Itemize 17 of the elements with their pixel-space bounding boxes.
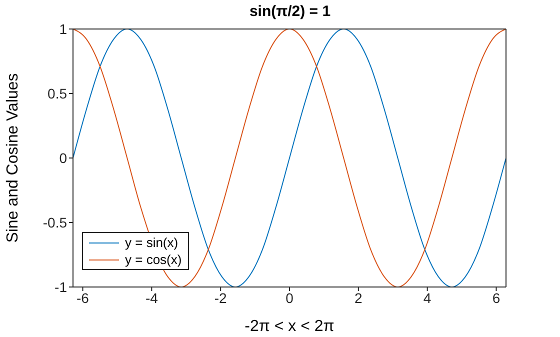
y-tick-label: -0.5	[42, 214, 68, 230]
x-tick-label: -6	[76, 290, 90, 306]
x-tick-label: 6	[492, 290, 500, 306]
y-tick-label: 0	[59, 150, 68, 166]
y-axis-title: Sine and Cosine Values	[4, 73, 22, 243]
x-tick-label: 2	[354, 290, 363, 306]
x-axis-title: -2π < x < 2π	[244, 318, 334, 335]
x-tick-label: 4	[423, 290, 432, 306]
chart-title: sin(π/2) = 1	[248, 3, 332, 20]
x-tick-label: -4	[145, 290, 158, 306]
y-tick-label: -1	[54, 278, 68, 295]
legend-label: y = sin(x)	[125, 234, 178, 251]
legend-label: y = cos(x)	[125, 251, 182, 268]
y-tick-label: 0.5	[48, 85, 68, 102]
y-tick-label: 1	[59, 20, 68, 37]
x-tick-label: -2	[214, 290, 228, 306]
x-tick-label: 0	[286, 290, 294, 306]
